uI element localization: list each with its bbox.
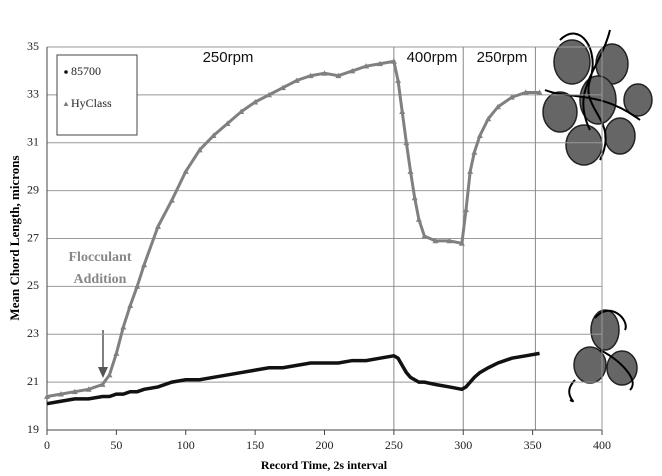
annotation: Addition [74, 272, 127, 287]
legend-marker [63, 101, 69, 106]
data-point [57, 391, 64, 397]
data-point [120, 324, 127, 330]
y-tick-label: 25 [27, 278, 39, 292]
x-tick-label: 200 [316, 438, 334, 452]
data-point [127, 302, 134, 308]
x-tick-label: 250 [385, 438, 403, 452]
data-point [196, 146, 203, 153]
data-point [279, 84, 286, 91]
data-point [403, 139, 410, 146]
y-tick-label: 21 [27, 374, 39, 388]
data-point [293, 77, 300, 83]
data-point [407, 168, 414, 174]
data-point [134, 283, 141, 289]
data-point [141, 261, 148, 268]
legend-marker [64, 70, 68, 74]
series-line [46, 59, 540, 398]
data-point [458, 240, 465, 246]
legend-label: HyClass [71, 96, 112, 110]
data-point [411, 194, 418, 201]
x-tick-label: 0 [44, 438, 50, 452]
data-point [415, 216, 422, 222]
y-tick-label: 19 [27, 422, 39, 436]
series-line [46, 351, 540, 406]
data-point [155, 223, 161, 229]
data-point [113, 350, 120, 356]
data-point [377, 60, 383, 67]
data-point [106, 371, 113, 378]
data-point [463, 206, 470, 213]
data-point [71, 388, 78, 395]
plot [44, 46, 603, 435]
y-tick-label: 27 [27, 230, 39, 244]
x-tick-label: 350 [524, 438, 542, 452]
data-point [467, 168, 474, 174]
annotation: Flocculant [69, 250, 132, 265]
data-point [210, 132, 217, 138]
data-point [536, 89, 543, 95]
y-tick-label: 31 [27, 135, 39, 149]
data-point [476, 132, 483, 138]
legend-label: 85700 [71, 64, 101, 78]
x-tick-label: 400 [593, 438, 611, 452]
data-point [349, 67, 356, 74]
data-point [508, 94, 515, 100]
legend [56, 54, 138, 136]
data-point [395, 77, 402, 83]
y-axis-label: Mean Chord Length, microns [7, 155, 22, 320]
data-point [44, 393, 50, 399]
data-point [446, 237, 453, 244]
data-point [390, 58, 397, 64]
x-tick-label: 50 [110, 438, 122, 452]
annotation: 250rpm [203, 49, 254, 66]
data-point [471, 149, 478, 155]
data-point [363, 63, 370, 69]
data-point [522, 89, 529, 95]
data-point [85, 386, 92, 392]
data-point [432, 237, 439, 244]
annotation: 250rpm [477, 49, 528, 66]
annotation: 400rpm [407, 49, 458, 66]
data-point [421, 233, 428, 239]
y-tick-label: 35 [27, 39, 39, 53]
data-point [99, 381, 106, 387]
data-point [335, 72, 342, 79]
data-point [252, 99, 259, 105]
data-point [238, 108, 245, 115]
data-point [224, 120, 231, 126]
data-point [168, 197, 175, 203]
data-point [307, 72, 314, 79]
x-tick-label: 100 [177, 438, 195, 452]
floc-small [568, 309, 638, 403]
data-point [321, 70, 328, 76]
arrow-head [98, 367, 108, 378]
data-point [182, 168, 189, 174]
x-tick-label: 300 [454, 438, 472, 452]
data-point [485, 115, 492, 122]
y-tick-label: 23 [27, 326, 39, 340]
data-point [399, 108, 406, 115]
floc-large [542, 29, 653, 166]
y-tick-label: 33 [27, 87, 39, 101]
x-tick-label: 150 [246, 438, 264, 452]
data-point [494, 103, 501, 110]
y-tick-label: 29 [27, 182, 39, 196]
x-axis-label: Record Time, 2s interval [261, 458, 388, 472]
data-point [266, 91, 272, 98]
